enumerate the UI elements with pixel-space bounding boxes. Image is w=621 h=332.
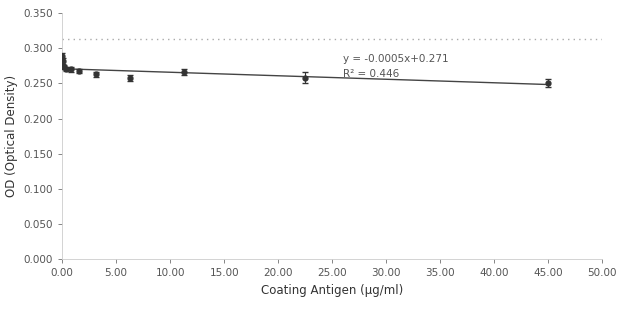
Y-axis label: OD (Optical Density): OD (Optical Density) [5, 75, 18, 197]
X-axis label: Coating Antigen (μg/ml): Coating Antigen (μg/ml) [261, 284, 404, 296]
Text: y = -0.0005x+0.271
R² = 0.446: y = -0.0005x+0.271 R² = 0.446 [343, 54, 448, 79]
